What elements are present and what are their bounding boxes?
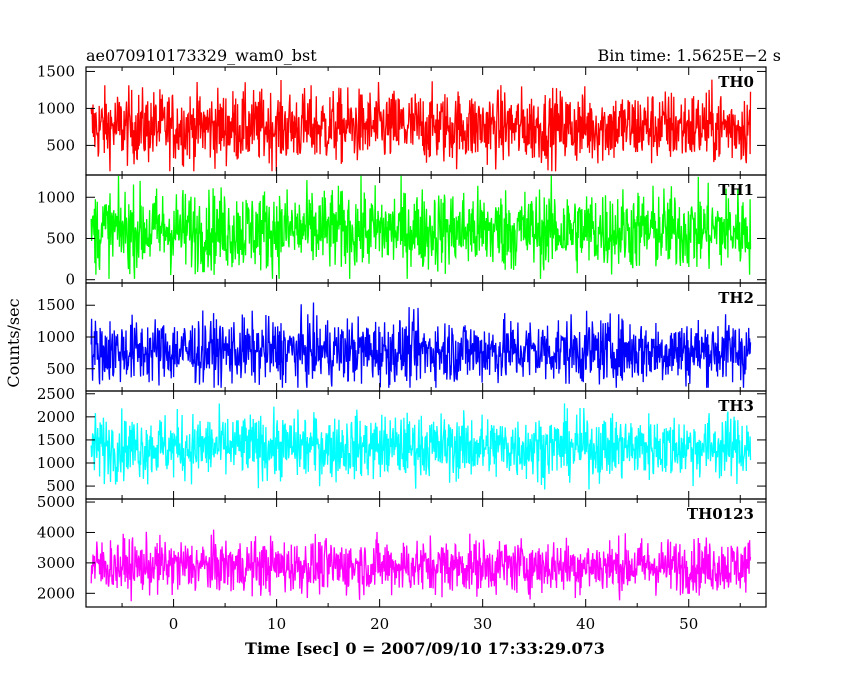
- series-th2: [90, 302, 752, 388]
- y-tick-label: 5000: [37, 493, 75, 511]
- x-tick-label: 10: [267, 615, 286, 633]
- panel-label-th0123: TH0123: [687, 505, 754, 523]
- y-tick-label: 2000: [37, 584, 75, 602]
- chart-title-right: Bin time: 1.5625E−2 s: [598, 46, 781, 65]
- series-th0: [90, 79, 752, 172]
- series-th3: [90, 403, 752, 490]
- panel-label-th3: TH3: [718, 397, 754, 415]
- panel-label-th2: TH2: [718, 289, 754, 307]
- x-tick-label: 0: [169, 615, 179, 633]
- y-tick-label: 1500: [37, 296, 75, 314]
- y-tick-label: 1000: [37, 328, 75, 346]
- x-tick-label: 40: [576, 615, 595, 633]
- y-tick-label: 500: [46, 229, 75, 247]
- y-tick-label: 2000: [37, 408, 75, 426]
- y-tick-label: 1000: [37, 188, 75, 206]
- y-tick-label: 1500: [37, 62, 75, 80]
- y-tick-label: 500: [46, 477, 75, 495]
- y-tick-label: 0: [65, 271, 75, 289]
- panel-frame-th2: [85, 282, 767, 392]
- y-tick-label: 500: [46, 136, 75, 154]
- y-tick-label: 1500: [37, 431, 75, 449]
- panel-label-th1: TH1: [718, 181, 754, 199]
- x-tick-label: 30: [473, 615, 492, 633]
- y-tick-label: 2500: [37, 385, 75, 403]
- series-th1: [90, 175, 752, 279]
- y-axis-label: Counts/sec: [4, 298, 23, 387]
- x-axis-label: Time [sec] 0 = 2007/09/10 17:33:29.073: [245, 639, 605, 658]
- y-tick-label: 500: [46, 360, 75, 378]
- y-tick-label: 1000: [37, 454, 75, 472]
- y-tick-label: 4000: [37, 523, 75, 541]
- x-tick-label: 50: [679, 615, 698, 633]
- y-tick-label: 1000: [37, 99, 75, 117]
- x-tick-label: 20: [370, 615, 389, 633]
- panel-label-th0: TH0: [718, 73, 754, 91]
- panel-frame-th0123: [85, 498, 767, 608]
- y-tick-label: 3000: [37, 554, 75, 572]
- series-th0123: [90, 529, 752, 602]
- chart-title-left: ae070910173329_wam0_bst: [86, 46, 317, 65]
